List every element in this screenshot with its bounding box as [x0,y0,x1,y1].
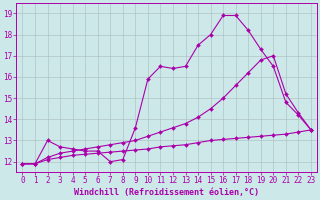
X-axis label: Windchill (Refroidissement éolien,°C): Windchill (Refroidissement éolien,°C) [74,188,259,197]
